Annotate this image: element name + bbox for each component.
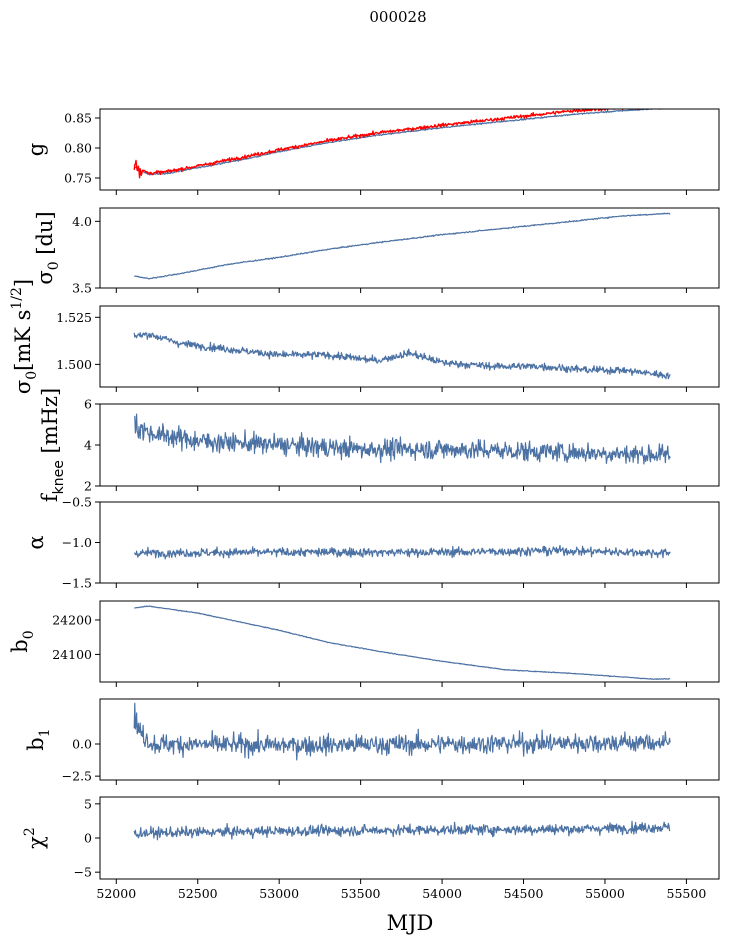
- panel-b1: −2.5 0.0 b1: [24, 698, 720, 785]
- y-tick-label: 0: [84, 831, 92, 846]
- panel-sigma0-du: 3.5 4.0 σ0 [du]: [33, 207, 720, 296]
- y-tick-label: 1.525: [56, 310, 92, 325]
- axes-frame: [99, 305, 720, 388]
- axes-frame: [99, 796, 720, 880]
- x-tick-label: 52500: [178, 886, 218, 901]
- y-tick-label: 0.85: [64, 111, 92, 126]
- axes-frame: [99, 600, 720, 683]
- series-line-blue: [133, 332, 671, 380]
- y-tick-label: 0.75: [64, 171, 92, 186]
- series-line-blue: [134, 212, 671, 280]
- panel-b0: 24100 24200 b0: [8, 600, 720, 687]
- y-axis-label: σ0[mK s1/2]: [9, 279, 40, 394]
- y-axis-label: b0: [8, 630, 37, 652]
- y-axis-label: χ2: [22, 827, 48, 849]
- y-tick-label: 24200: [52, 612, 92, 627]
- figure-title: 000028: [369, 8, 426, 26]
- x-tick-label: 55000: [585, 886, 625, 901]
- y-tick-label: 4: [84, 438, 92, 453]
- axes-frame: [99, 207, 720, 289]
- y-axis-label: g: [24, 143, 48, 156]
- series-line-blue: [133, 109, 665, 176]
- y-axis-label: α: [24, 535, 48, 549]
- axes-frame: [99, 698, 720, 781]
- x-axis-label: MJD: [387, 911, 434, 935]
- panel-sigma0-mk: 1.500 1.525 σ0[mK s1/2]: [9, 279, 720, 394]
- series-line-blue: [133, 544, 671, 560]
- y-tick-label: −0.5: [62, 495, 92, 510]
- y-tick-label: 4.0: [72, 214, 92, 229]
- y-tick-label: 0.80: [64, 141, 92, 156]
- panel-alpha: −1.5 −1.0 −0.5 α: [24, 495, 720, 591]
- y-axis-label: σ0 [du]: [33, 211, 62, 284]
- x-tick-label: 53000: [259, 886, 299, 901]
- y-tick-label: −5: [74, 865, 92, 880]
- y-tick-label: 0.0: [72, 737, 92, 752]
- series-line-blue: [134, 605, 671, 681]
- series-line-blue: [133, 820, 671, 841]
- y-tick-label: −2.5: [62, 769, 92, 784]
- y-tick-label: 3.5: [72, 281, 92, 296]
- y-axis-label: b1: [24, 728, 53, 750]
- panel-g: 0.75 0.80 0.85 g: [24, 108, 720, 195]
- y-tick-label: 1.500: [56, 357, 92, 372]
- y-tick-label: 5: [84, 796, 92, 811]
- x-tick-label: 54000: [422, 886, 462, 901]
- y-tick-label: 2: [84, 479, 92, 494]
- y-tick-label: 6: [84, 397, 92, 412]
- panel-chi2: −5 0 5 52000 52500 53000 53500 54000 54500 55000 5…: [22, 796, 720, 901]
- x-tick-label: 53500: [341, 886, 381, 901]
- y-tick-label: 24100: [52, 647, 92, 662]
- y-tick-label: −1.5: [62, 576, 92, 591]
- panels: 0.75 0.80 0.85 g 3.5 4.0 σ0 [du] 1.500 1.525 σ0[m…: [8, 108, 720, 901]
- y-axis-label: fknee [mHz]: [38, 388, 67, 502]
- series-line-blue: [133, 413, 671, 465]
- axes-frame: [99, 108, 720, 191]
- panel-fknee: 2 4 6 fknee [mHz]: [38, 388, 720, 502]
- series-line-blue: [133, 702, 671, 761]
- axes-frame: [99, 501, 720, 584]
- y-tick-label: −1.0: [62, 535, 92, 550]
- x-tick-label: 55500: [667, 886, 707, 901]
- x-tick-label: 52000: [96, 886, 136, 901]
- x-tick-label: 54500: [504, 886, 544, 901]
- series-line-red: [133, 109, 649, 179]
